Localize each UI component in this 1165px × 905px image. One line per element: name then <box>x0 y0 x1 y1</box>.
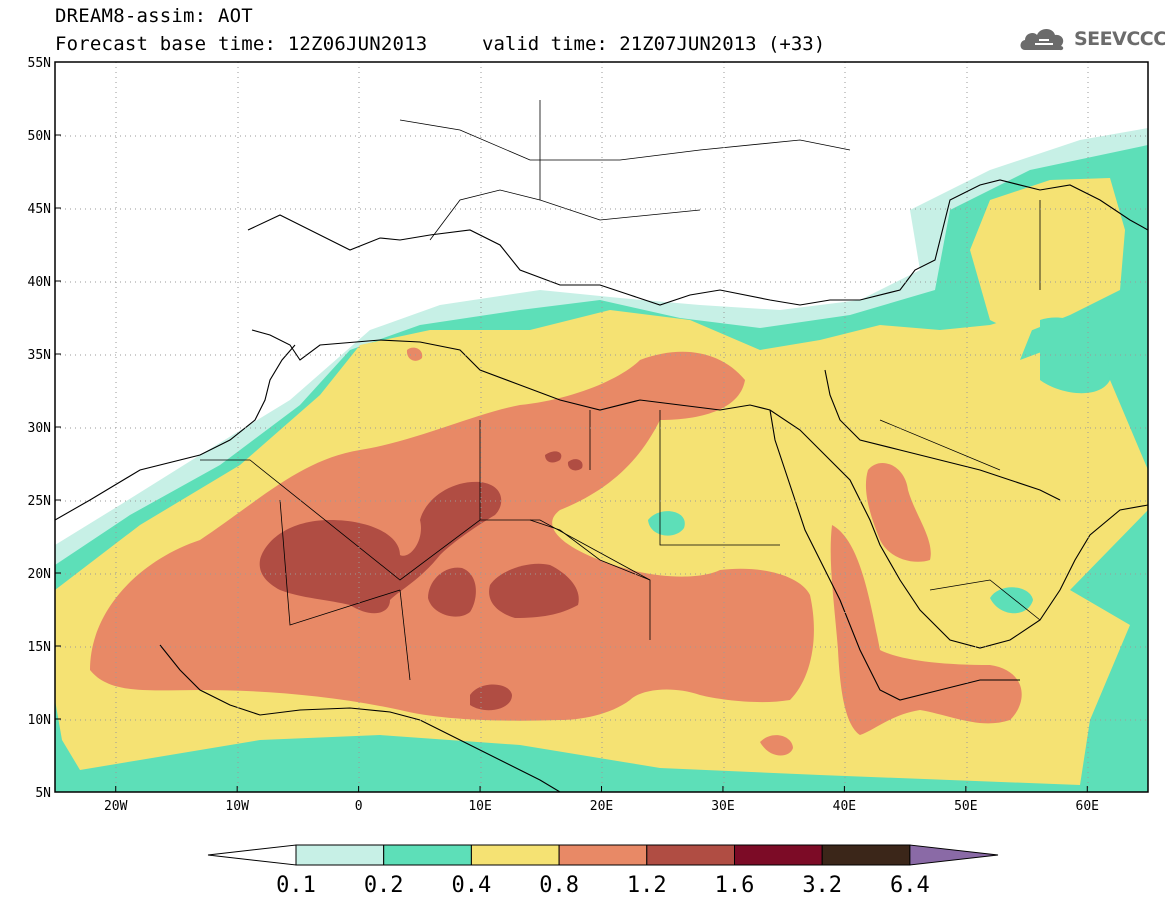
lon-label: 20E <box>590 799 613 814</box>
colorbar-box <box>734 844 823 866</box>
colorbar-box <box>383 844 472 866</box>
map-title: DREAM8-assim: AOT <box>55 5 253 27</box>
lon-label: 40E <box>833 799 856 814</box>
valid-time: valid time: 21Z07JUN2013 (+33) <box>482 33 826 55</box>
cloud-icon <box>1020 29 1064 51</box>
aot-contour-0.8-eritrea <box>830 525 1022 735</box>
aot-contour-0.2-oman <box>990 587 1033 614</box>
lat-label: 15N <box>28 640 51 655</box>
colorbar-label: 0.1 <box>276 873 316 898</box>
gridlines <box>55 62 1148 792</box>
lat-label: 5N <box>35 786 51 801</box>
aot-contour-0.8-arabia <box>865 462 931 562</box>
aot-contour-1.2-libya <box>545 451 562 463</box>
colorbar-label: 0.2 <box>364 873 404 898</box>
lat-label: 40N <box>28 275 51 290</box>
colorbar-boxes <box>207 844 999 866</box>
aot-contour-0.8-spain <box>406 347 423 361</box>
colorbar-label: 3.2 <box>802 873 842 898</box>
aot-contour-1.2-cameroon <box>470 684 512 711</box>
colorbar-right-arrow <box>909 844 999 866</box>
aot-contour-0.8-sudan <box>760 735 793 756</box>
aot-field <box>55 62 1148 792</box>
aot-contour-0.4-caspian <box>970 178 1125 335</box>
lon-label: 30E <box>711 799 734 814</box>
aot-contour-1.2-niger <box>428 567 476 617</box>
aot-contour-1.2-west <box>259 481 502 614</box>
colorbar-label: 1.6 <box>715 873 755 898</box>
lon-label: 10E <box>468 799 491 814</box>
lon-label: 0 <box>355 799 363 814</box>
lon-label: 20W <box>104 799 128 814</box>
lat-label: 45N <box>28 202 51 217</box>
aot-contour-1.2-libya2 <box>567 459 583 471</box>
aot-contour-0.2-egypt <box>648 511 685 536</box>
seevccc-logo: SEEVCCC <box>1017 20 1165 56</box>
lat-label: 35N <box>28 348 51 363</box>
latitude-labels: 55N 50N 45N 40N 35N 30N 25N 20N 15N 10N 5N <box>28 56 61 801</box>
colorbar-label: 0.8 <box>539 873 579 898</box>
lon-label: 50E <box>954 799 977 814</box>
colorbar-label: 1.2 <box>627 873 667 898</box>
lat-label: 10N <box>28 713 51 728</box>
colorbar-labels: 0.1 0.2 0.4 0.8 1.2 1.6 3.2 6.4 <box>276 873 930 898</box>
lat-label: 20N <box>28 567 51 582</box>
aot-contour-1.2-chad <box>489 563 579 618</box>
colorbar-box <box>295 844 385 866</box>
lat-label: 30N <box>28 421 51 436</box>
colorbar-box <box>470 844 560 866</box>
colorbar-label: 0.4 <box>452 873 492 898</box>
lon-label: 10W <box>225 799 249 814</box>
colorbar-box <box>646 844 735 866</box>
lat-label: 50N <box>28 129 51 144</box>
colorbar-box <box>558 844 648 866</box>
lon-label: 60E <box>1076 799 1099 814</box>
longitude-labels: 20W 10W 0 10E 20E 30E 40E 50E 60E <box>104 786 1099 814</box>
forecast-base-time: Forecast base time: 12Z06JUN2013 <box>55 33 428 55</box>
colorbar-label: 6.4 <box>890 873 930 898</box>
coastlines <box>55 179 1148 792</box>
logo-text: SEEVCCC <box>1074 28 1165 50</box>
colorbar-left-arrow <box>207 844 297 866</box>
lat-label: 25N <box>28 494 51 509</box>
lat-label: 55N <box>28 56 51 71</box>
colorbar-box <box>821 844 911 866</box>
